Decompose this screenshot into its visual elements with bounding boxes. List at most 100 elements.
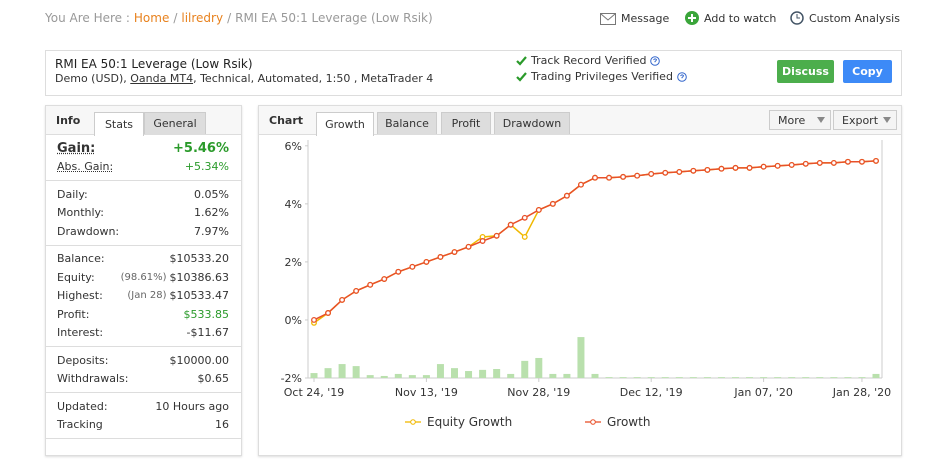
daily-bar <box>732 377 739 378</box>
caret <box>883 117 891 123</box>
watch-action[interactable]: Add to watch <box>685 11 776 25</box>
info-header: Info Stats General <box>46 106 241 136</box>
export-menu[interactable]: Export <box>833 110 897 130</box>
daily-bar <box>605 377 613 378</box>
stats-list: Gain: +5.46% Abs. Gain: +5.34% Daily: 0.05% Mo… <box>46 135 241 439</box>
stat-value: $10533.20 <box>169 252 230 266</box>
stat-label: Monthly: <box>57 206 104 220</box>
daily-bar <box>675 377 683 378</box>
daily-bar <box>619 377 627 378</box>
point <box>873 157 879 164</box>
stat-label: Balance: <box>57 252 105 266</box>
point <box>563 192 570 199</box>
legend-label: Equity Growth <box>427 415 512 429</box>
point <box>704 166 711 173</box>
tab[interactable]: Stats <box>94 112 144 136</box>
daily-bar <box>703 377 711 378</box>
point <box>718 165 725 172</box>
separator: / <box>173 11 178 25</box>
stat-label: Profit: <box>57 307 90 321</box>
stat-value: 7.97% <box>194 224 229 238</box>
clock-icon <box>790 11 804 25</box>
x-tick-label: Dec 12, '19 <box>620 386 683 399</box>
stat-row: Tracking 16 <box>57 416 229 435</box>
x-tick-label: Nov 13, '19 <box>395 386 458 399</box>
action-label: Message <box>621 12 670 25</box>
action-label: Add to watch <box>704 11 777 25</box>
analysis-action[interactable]: Custom Analysis <box>790 11 900 25</box>
tab[interactable]: General <box>144 112 206 134</box>
check-icon <box>516 71 527 82</box>
series-line <box>313 160 877 321</box>
stats-section: Gain: +5.46% Abs. Gain: +5.34% <box>46 135 241 181</box>
daily-bar <box>408 375 416 378</box>
breadcrumb-link[interactable]: lilredry <box>181 11 224 25</box>
stat-value: $10000.00 <box>169 353 230 367</box>
tab[interactable]: Growth <box>316 112 374 136</box>
copy-button[interactable]: Copy <box>843 60 892 83</box>
menu-label: More <box>778 113 806 127</box>
point <box>423 258 430 265</box>
stat-label: Tracking <box>57 418 103 432</box>
point <box>493 232 500 239</box>
point <box>620 173 627 180</box>
daily-bar <box>647 377 655 378</box>
message-action[interactable]: Message <box>600 12 669 25</box>
point <box>648 171 655 177</box>
stat-value: 10 Hours ago <box>155 399 229 413</box>
point <box>381 276 388 282</box>
stat-value: $0.65 <box>197 372 230 386</box>
point <box>311 317 317 323</box>
stat-note: (Jan 28) <box>127 290 167 302</box>
daily-bar <box>760 377 768 378</box>
daily-bar <box>788 377 796 378</box>
daily-bar <box>591 373 599 378</box>
breadcrumb: You Are Here : Home / lilredry / RMI EA 50:1 … <box>45 11 437 25</box>
point <box>465 243 472 250</box>
tab[interactable]: Profit <box>441 112 491 134</box>
discuss-button[interactable]: Discuss <box>777 60 834 83</box>
stat-row: Drawdown: 7.97% <box>57 222 229 241</box>
stats-section: Daily: 0.05% Monthly: 1.62% Drawdown: 7.97% <box>46 181 241 246</box>
point <box>859 158 865 165</box>
tab[interactable]: Balance <box>377 112 437 134</box>
help-icon[interactable] <box>677 71 687 82</box>
breadcrumb-link[interactable]: Home <box>133 11 170 25</box>
y-tick-label: 6% <box>285 140 302 153</box>
stat-label: Gain: <box>57 140 96 156</box>
daily-bar <box>858 377 866 378</box>
stat-label: Drawdown: <box>57 224 120 238</box>
point <box>353 287 360 294</box>
point <box>634 172 641 179</box>
daily-bar <box>816 377 824 378</box>
daily-bar <box>549 373 557 378</box>
x-tick-label: Nov 28, '19 <box>507 386 570 399</box>
account-details: Demo (USD), Oanda MT4, Technical, Automa… <box>55 72 433 85</box>
x-tick-label: Jan 07, '20 <box>733 386 792 399</box>
verified-item: Trading Privileges Verified <box>516 70 687 83</box>
point <box>760 163 767 170</box>
point <box>451 249 458 255</box>
panel-title: Info <box>56 114 81 127</box>
account-name: RMI EA 50:1 Leverage (Low Rsik) <box>55 57 253 71</box>
daily-bar <box>338 364 346 378</box>
broker-link[interactable]: Oanda MT4 <box>130 72 194 85</box>
stats-section: Balance: $10533.20 Equity: (98.61%) $10386.6… <box>46 246 241 347</box>
info-panel: Info Stats General Gain: +5.46% Abs. Gain:… <box>45 105 242 456</box>
help-icon[interactable] <box>650 55 661 66</box>
daily-bar <box>324 368 332 378</box>
stat-label: Withdrawals: <box>57 372 129 386</box>
envelope-icon <box>600 12 616 25</box>
x-tick-label: Jan 28, '20 <box>832 386 891 399</box>
tab[interactable]: Drawdown <box>494 112 570 134</box>
more-menu[interactable]: More <box>769 110 831 130</box>
action-label: Custom Analysis <box>809 11 900 25</box>
stat-note: (98.61%) <box>120 271 167 283</box>
y-tick-label: 4% <box>285 198 302 211</box>
stat-value: -$11.67 <box>186 326 229 340</box>
point <box>676 168 683 175</box>
stat-row: Balance: $10533.20 <box>57 250 229 269</box>
point <box>479 238 486 244</box>
